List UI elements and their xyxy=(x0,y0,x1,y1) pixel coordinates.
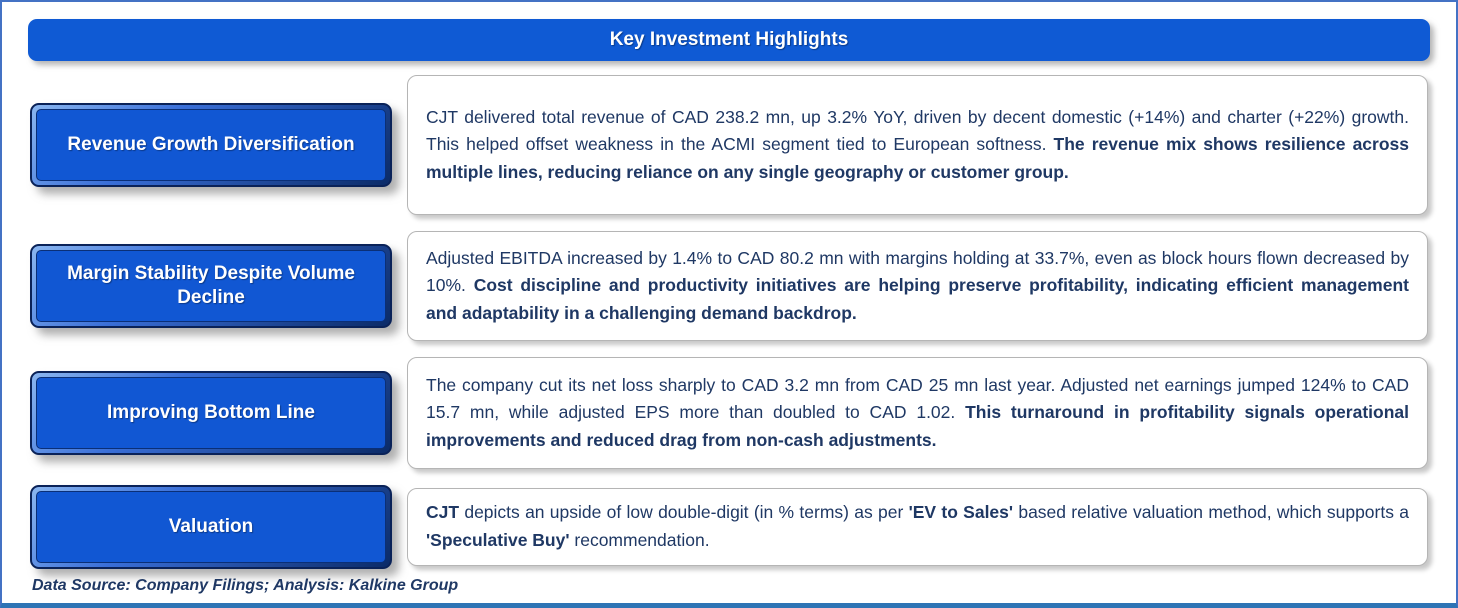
paragraph-segment: recommendation. xyxy=(569,530,710,550)
paragraph-segment: The company cut its net loss sharply to … xyxy=(426,374,1409,423)
row-label: Improving Bottom Line xyxy=(36,377,386,449)
row-label-box: Improving Bottom Line xyxy=(30,371,392,455)
row-paragraph: CJT depicts an upside of low double-digi… xyxy=(426,499,1409,554)
row-text-box: CJT delivered total revenue of CAD 238.2… xyxy=(407,75,1428,215)
paragraph-segment: CJT delivered total revenue of CAD 238.2… xyxy=(426,106,1409,155)
highlight-row: Revenue Growth Diversification CJT delive… xyxy=(30,75,1428,215)
row-label-box: Margin Stability Despite Volume Decline xyxy=(30,244,392,328)
paragraph-segment: Adjusted EBITDA increased by 1.4% to CAD… xyxy=(426,247,1409,296)
paragraph-bold-segment: Cost discipline and productivity initiat… xyxy=(426,275,1409,323)
row-text-box: Adjusted EBITDA increased by 1.4% to CAD… xyxy=(407,231,1428,341)
row-label-box: Revenue Growth Diversification xyxy=(30,103,392,187)
paragraph-bold-segment: 'Speculative Buy' xyxy=(426,530,570,550)
highlight-row: Margin Stability Despite Volume Decline A… xyxy=(30,231,1428,341)
highlight-row: Improving Bottom Line The company cut its… xyxy=(30,357,1428,469)
row-text-box: CJT depicts an upside of low double-digi… xyxy=(407,488,1428,566)
highlight-row: Valuation CJT depicts an upside of low do… xyxy=(30,485,1428,569)
paragraph-bold-segment: 'EV to Sales' xyxy=(908,502,1014,523)
row-text-box: The company cut its net loss sharply to … xyxy=(407,357,1428,469)
data-source-note: Data Source: Company Filings; Analysis: … xyxy=(32,577,459,594)
paragraph-bold-segment: CJT xyxy=(426,502,460,523)
row-paragraph: Adjusted EBITDA increased by 1.4% to CAD… xyxy=(426,245,1409,328)
paragraph-bold-segment: This turnaround in profitability signals… xyxy=(426,402,1409,450)
paragraph-segment: based relative valuation method, which s… xyxy=(1013,502,1409,523)
page-title: Key Investment Highlights xyxy=(609,29,849,50)
header-bar: Key Investment Highlights xyxy=(28,19,1430,61)
row-paragraph: CJT delivered total revenue of CAD 238.2… xyxy=(426,104,1409,187)
paragraph-bold-segment: The revenue mix shows resilience across … xyxy=(426,134,1409,182)
highlight-rows: Revenue Growth Diversification CJT delive… xyxy=(2,61,1456,571)
row-label-box: Valuation xyxy=(30,485,392,569)
row-label: Margin Stability Despite Volume Decline xyxy=(36,250,386,322)
paragraph-segment: depicts an upside of low double-digit (i… xyxy=(459,502,909,523)
row-label: Valuation xyxy=(36,491,386,563)
row-label: Revenue Growth Diversification xyxy=(36,109,386,181)
row-paragraph: The company cut its net loss sharply to … xyxy=(426,372,1409,455)
